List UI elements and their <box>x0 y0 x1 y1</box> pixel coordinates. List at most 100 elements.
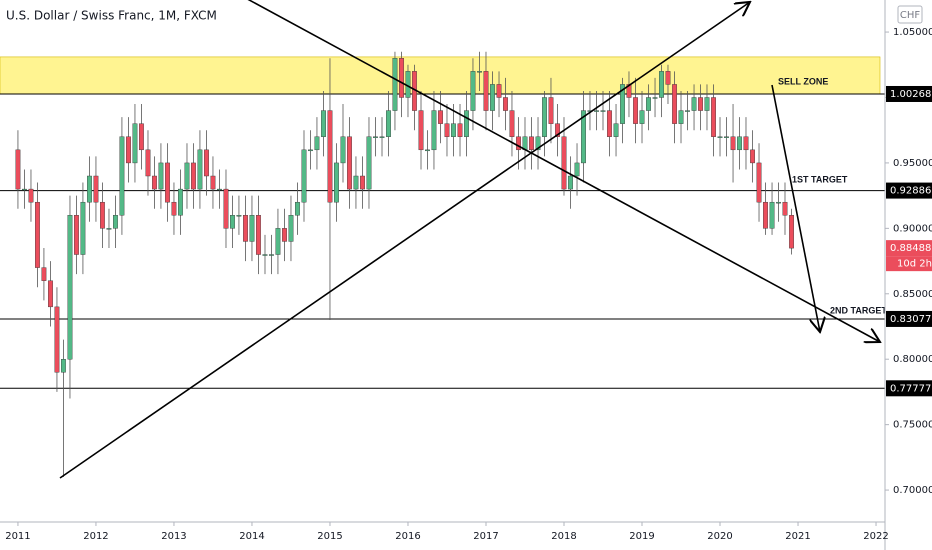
candle-body <box>776 201 781 204</box>
candle-body <box>22 188 27 191</box>
candle-body <box>178 188 183 216</box>
y-tick-label: 1.05000 <box>893 27 932 38</box>
candle-body <box>535 136 541 151</box>
candle-body <box>477 71 482 73</box>
candle-body <box>652 97 658 99</box>
candle-body <box>282 228 287 242</box>
candle-body <box>41 267 47 281</box>
candle-body <box>607 110 612 137</box>
candle-body <box>48 280 53 308</box>
candle-body <box>581 110 586 164</box>
annotation: 2ND TARGET <box>830 305 887 315</box>
candle-body <box>451 123 456 137</box>
candle-body <box>431 110 437 151</box>
sell-zone <box>0 56 881 95</box>
candle-body <box>288 215 294 242</box>
candle-body <box>483 71 489 111</box>
candle-body <box>542 97 547 137</box>
candle-body <box>737 136 742 151</box>
candle-body <box>698 97 703 111</box>
level-label: 0.77777 <box>890 383 931 394</box>
candle-body <box>789 215 794 249</box>
plot-area <box>0 51 885 477</box>
candle-body <box>438 110 443 124</box>
candle-body <box>139 123 144 151</box>
chart-title: U.S. Dollar / Swiss Franc, 1M, FXCM <box>6 9 217 23</box>
candle-body <box>67 215 73 360</box>
candle-body <box>646 97 651 111</box>
candle-body <box>373 136 378 138</box>
candle-body <box>28 188 34 203</box>
candle-body <box>678 110 684 124</box>
candle-body <box>548 97 554 124</box>
candle-body <box>516 136 521 151</box>
candle-body <box>171 201 177 216</box>
candle-body <box>353 175 359 190</box>
candle-body <box>659 71 664 98</box>
candle-body <box>360 175 365 190</box>
candle-body <box>496 84 502 98</box>
candle-body <box>275 228 281 255</box>
candle-body <box>87 175 92 203</box>
x-axis <box>0 522 932 550</box>
x-tick-label: 2016 <box>395 531 420 542</box>
candle-body <box>763 201 768 229</box>
candle-body <box>61 359 66 373</box>
candle-body <box>223 188 229 229</box>
candle-body <box>243 215 248 242</box>
candle-body <box>392 58 398 111</box>
x-tick-label: 2013 <box>161 531 186 542</box>
candle-body <box>106 228 112 230</box>
x-tick-label: 2011 <box>5 531 30 542</box>
candle-body <box>197 149 203 190</box>
candle-body <box>626 84 632 98</box>
candle-body <box>509 110 515 137</box>
x-tick-label: 2021 <box>785 531 810 542</box>
candle-body <box>54 306 60 373</box>
y-tick-label: 0.85000 <box>893 289 932 300</box>
candle-body <box>301 149 307 203</box>
candle-body <box>685 110 690 112</box>
candle-body <box>249 215 255 242</box>
candle-body <box>158 162 164 190</box>
candle-body <box>444 123 450 137</box>
x-tick-label: 2015 <box>317 531 342 542</box>
candle-body <box>425 149 430 152</box>
candle-body <box>15 149 21 190</box>
trend-line <box>247 0 880 342</box>
level-label-box <box>886 310 932 327</box>
level-label: 0.83077 <box>890 314 931 325</box>
candle-body <box>191 162 196 190</box>
candle-body <box>100 201 105 229</box>
annotation: SELL ZONE <box>778 76 828 86</box>
y-tick-label: 0.90000 <box>893 223 932 234</box>
candle-body <box>269 254 274 256</box>
candle-body <box>308 149 313 152</box>
candle-body <box>561 136 567 190</box>
y-tick-label: 0.95000 <box>893 158 932 169</box>
candle-body <box>366 136 372 190</box>
currency[interactable]: CHF <box>900 10 921 21</box>
candle-body <box>262 254 268 256</box>
candle-body <box>724 136 729 138</box>
level-label: 1.00268 <box>890 89 931 100</box>
axes: 0.70000 0.75000 0.80000 0.85000 0.90000 0.950… <box>5 27 932 542</box>
candle-body <box>665 71 671 85</box>
x-tick-label: 2018 <box>551 531 576 542</box>
x-tick-label: 2017 <box>473 531 498 542</box>
y-axis <box>885 0 932 550</box>
candle-body <box>399 58 404 98</box>
candle-body <box>347 136 352 190</box>
y-tick-label: 0.80000 <box>893 354 932 365</box>
candle-body <box>470 71 476 111</box>
currency-button[interactable] <box>897 5 923 24</box>
candle-body <box>633 97 638 124</box>
candle-body <box>321 110 326 137</box>
candle-body <box>756 162 762 203</box>
candle-body <box>35 201 40 268</box>
candle-body <box>782 201 788 216</box>
candle-body <box>613 123 619 137</box>
candle-body <box>503 97 508 111</box>
candle-body <box>340 136 346 164</box>
